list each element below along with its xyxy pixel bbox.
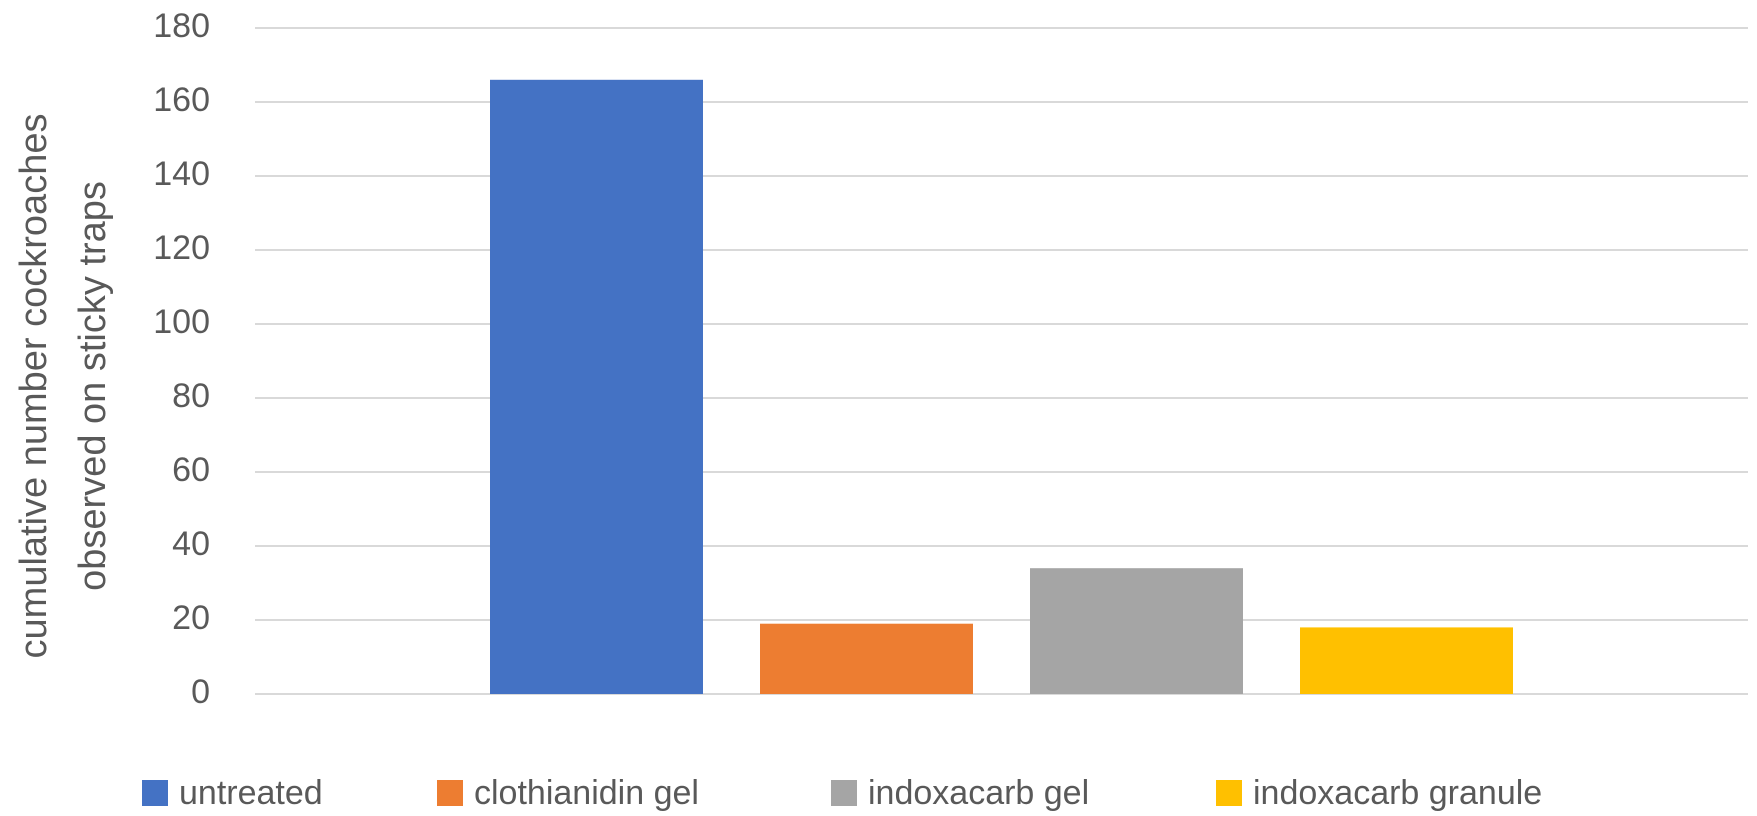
- legend-swatch: [437, 780, 463, 806]
- bar: [1300, 627, 1513, 694]
- y-tick-label: 140: [153, 155, 210, 193]
- legend-label: indoxacarb granule: [1253, 774, 1542, 812]
- y-tick-label: 80: [172, 377, 210, 415]
- bar: [1030, 568, 1243, 694]
- legend-swatch: [831, 780, 857, 806]
- y-tick-label: 120: [153, 229, 210, 267]
- legend-swatch: [142, 780, 168, 806]
- y-tick-label: 60: [172, 451, 210, 489]
- y-tick-label: 0: [191, 673, 210, 711]
- y-axis-title: observed on sticky traps: [72, 181, 114, 591]
- y-tick-label: 100: [153, 303, 210, 341]
- legend-swatch: [1216, 780, 1242, 806]
- legend-label: indoxacarb gel: [868, 774, 1089, 812]
- legend-label: untreated: [179, 774, 323, 812]
- legend-label: clothianidin gel: [474, 774, 699, 812]
- bar: [490, 79, 703, 695]
- y-tick-label: 180: [153, 7, 210, 45]
- y-tick-label: 40: [172, 525, 210, 563]
- y-tick-label: 160: [153, 81, 210, 119]
- bar: [760, 623, 973, 694]
- y-tick-label: 20: [172, 599, 210, 637]
- y-axis-title: cumulative number cockroaches: [13, 114, 55, 659]
